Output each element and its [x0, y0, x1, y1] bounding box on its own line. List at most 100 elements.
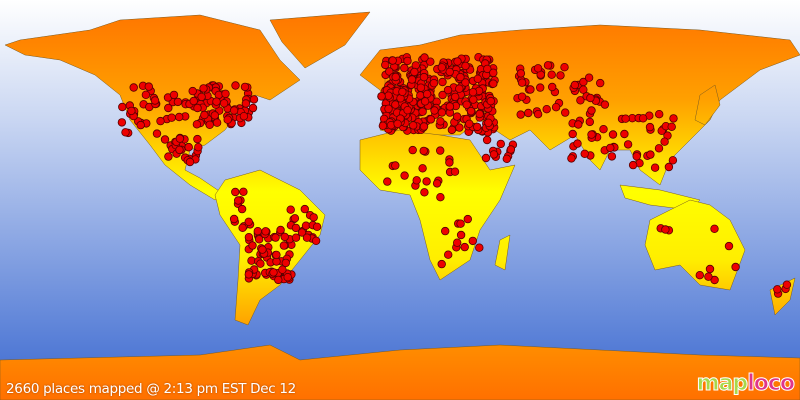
- place-marker: [144, 82, 153, 91]
- place-marker: [556, 71, 565, 80]
- place-marker: [117, 118, 127, 127]
- place-marker: [443, 85, 453, 95]
- place-marker: [452, 112, 462, 121]
- madagascar: [494, 234, 511, 271]
- place-marker: [391, 100, 400, 109]
- place-marker: [212, 97, 221, 106]
- place-marker: [710, 224, 719, 233]
- place-marker: [669, 114, 678, 123]
- place-marker: [121, 128, 130, 137]
- greenland: [269, 11, 371, 69]
- place-marker: [407, 75, 417, 84]
- place-marker: [185, 157, 195, 167]
- place-marker: [517, 78, 527, 87]
- place-marker: [579, 85, 588, 94]
- place-marker: [408, 145, 417, 155]
- place-marker: [231, 187, 240, 197]
- place-marker: [620, 129, 629, 139]
- place-marker: [156, 116, 165, 126]
- place-marker: [129, 83, 138, 92]
- place-marker: [463, 214, 472, 224]
- place-marker: [409, 121, 418, 130]
- place-marker: [229, 214, 239, 224]
- place-marker: [429, 78, 439, 88]
- place-marker: [255, 235, 264, 244]
- place-marker: [606, 143, 615, 153]
- place-marker: [621, 114, 630, 123]
- place-marker: [391, 161, 400, 170]
- place-marker: [239, 187, 248, 196]
- place-marker: [419, 146, 428, 156]
- place-marker: [456, 230, 466, 240]
- logo-map: map: [696, 371, 749, 397]
- place-marker: [269, 268, 278, 277]
- place-marker: [506, 145, 516, 154]
- place-marker: [483, 64, 492, 74]
- place-marker: [276, 225, 285, 235]
- places-mapped-caption: 2660 places mapped @ 2:13 pm EST Dec 12: [6, 381, 296, 397]
- place-marker: [466, 106, 476, 116]
- place-marker: [194, 142, 203, 152]
- place-marker: [410, 67, 419, 77]
- place-marker: [150, 96, 160, 105]
- place-marker: [574, 120, 583, 129]
- place-marker: [623, 140, 633, 149]
- place-marker: [249, 95, 259, 104]
- place-marker: [136, 120, 145, 130]
- place-marker: [164, 103, 173, 113]
- place-marker: [300, 204, 309, 214]
- place-marker: [475, 109, 484, 119]
- place-marker: [461, 61, 470, 71]
- place-marker: [462, 100, 471, 109]
- place-marker: [274, 275, 283, 285]
- place-marker: [475, 243, 484, 252]
- place-marker: [782, 280, 792, 289]
- place-marker: [403, 105, 412, 115]
- place-marker: [258, 245, 267, 254]
- place-marker: [650, 163, 660, 172]
- place-marker: [403, 56, 412, 66]
- place-marker: [231, 81, 240, 90]
- place-marker: [430, 106, 439, 115]
- place-markers: [117, 53, 792, 298]
- place-marker: [248, 241, 257, 250]
- place-marker: [469, 95, 478, 104]
- place-marker: [280, 232, 289, 242]
- place-marker: [667, 122, 676, 131]
- place-marker: [608, 130, 618, 139]
- place-marker: [668, 156, 678, 165]
- place-marker: [210, 111, 219, 120]
- place-marker: [419, 122, 429, 131]
- place-marker: [536, 83, 545, 92]
- place-marker: [607, 152, 617, 161]
- logo-loco: loco: [747, 371, 796, 397]
- place-marker: [570, 80, 580, 90]
- place-marker: [600, 100, 610, 109]
- place-marker: [628, 160, 638, 170]
- place-marker: [481, 153, 491, 163]
- place-marker: [437, 63, 446, 72]
- place-marker: [580, 149, 589, 158]
- place-marker: [383, 177, 392, 186]
- place-marker: [193, 103, 202, 113]
- place-marker: [271, 233, 280, 242]
- place-marker: [422, 177, 431, 186]
- place-marker: [596, 78, 605, 88]
- place-marker: [516, 110, 525, 119]
- place-marker: [400, 171, 409, 180]
- place-marker: [724, 241, 734, 251]
- place-marker: [450, 167, 460, 176]
- place-marker: [221, 89, 230, 98]
- place-marker: [311, 236, 321, 245]
- place-marker: [193, 134, 202, 144]
- place-marker: [646, 150, 655, 159]
- place-marker: [456, 219, 465, 228]
- place-marker: [244, 217, 253, 226]
- place-marker: [286, 205, 295, 214]
- place-marker: [548, 82, 557, 92]
- place-marker: [261, 227, 270, 236]
- place-marker: [281, 258, 290, 268]
- place-marker: [384, 91, 393, 100]
- maploco-logo[interactable]: maploco: [696, 371, 796, 397]
